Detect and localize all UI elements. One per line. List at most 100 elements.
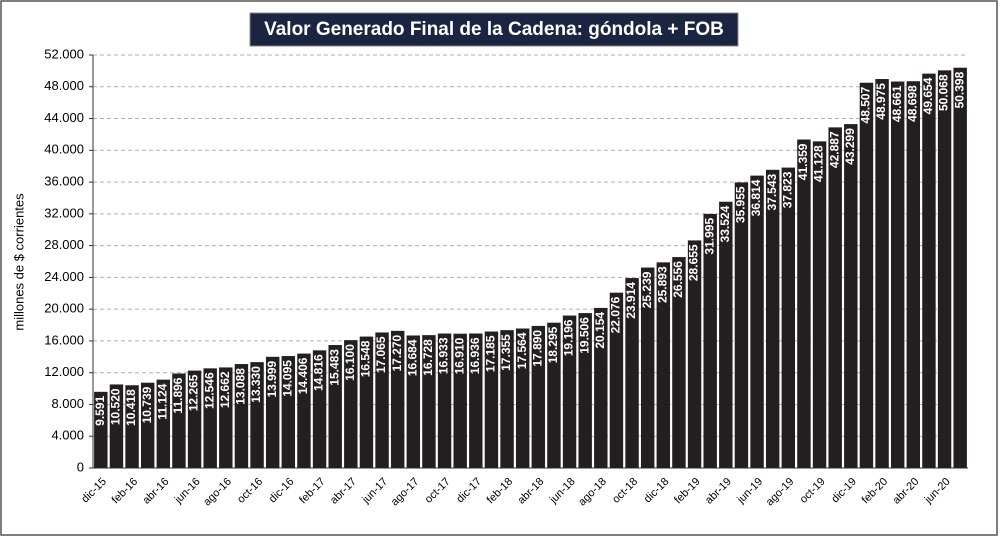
bar <box>672 257 686 468</box>
value-label: 42.887 <box>827 131 841 168</box>
y-tick-label: 16.000 <box>44 332 84 347</box>
bar <box>359 336 374 468</box>
bar <box>422 335 436 468</box>
value-label: 14.406 <box>296 357 310 394</box>
bar <box>937 70 952 468</box>
value-label: 35.955 <box>734 186 748 223</box>
value-label: 9.591 <box>93 396 107 426</box>
bar <box>281 356 296 468</box>
value-label: 13.999 <box>265 360 279 397</box>
bar <box>562 315 577 468</box>
y-tick-label: 20.000 <box>44 301 84 316</box>
value-label: 25.239 <box>640 271 654 308</box>
value-label: 12.265 <box>187 374 201 411</box>
value-label: 28.655 <box>687 244 701 281</box>
y-tick-label: 8.000 <box>51 396 84 411</box>
value-label: 49.654 <box>921 77 935 114</box>
value-label: 20.154 <box>593 312 607 349</box>
bar <box>750 175 764 468</box>
value-label: 19.506 <box>577 317 591 354</box>
bar <box>953 67 967 469</box>
value-label: 19.196 <box>562 319 576 356</box>
bar <box>500 330 514 468</box>
value-label: 41.359 <box>796 143 810 180</box>
bar <box>344 340 358 468</box>
value-label: 16.936 <box>468 337 482 374</box>
bar <box>312 350 327 468</box>
value-label: 12.662 <box>218 371 232 408</box>
bar <box>797 139 811 468</box>
bar <box>812 141 827 469</box>
bar <box>375 332 389 468</box>
bar <box>828 127 842 469</box>
bar <box>469 333 483 468</box>
value-label: 17.065 <box>374 336 388 373</box>
value-label: 12.546 <box>202 372 216 409</box>
value-label: 48.661 <box>890 85 904 122</box>
bar <box>406 335 421 468</box>
value-label: 43.299 <box>843 128 857 165</box>
value-label: 10.418 <box>124 389 138 426</box>
bar <box>875 79 889 468</box>
y-tick-label: 24.000 <box>44 269 84 284</box>
bar <box>844 124 858 468</box>
bar <box>156 379 171 468</box>
value-label: 17.564 <box>515 332 529 369</box>
bar <box>594 307 608 468</box>
value-label: 10.739 <box>140 386 154 423</box>
value-label: 14.816 <box>312 354 326 391</box>
bar <box>890 81 905 469</box>
bar <box>781 167 796 469</box>
bar <box>109 384 124 468</box>
y-tick-label: 12.000 <box>44 364 84 379</box>
value-label: 16.100 <box>343 344 357 381</box>
y-tick-label: 52.000 <box>44 46 84 61</box>
bar <box>250 362 264 468</box>
bar <box>906 81 921 469</box>
bar <box>609 292 624 468</box>
title-box <box>249 12 739 47</box>
value-label: 50.398 <box>952 71 966 108</box>
bar <box>453 333 467 468</box>
value-label: 36.814 <box>749 179 763 216</box>
bar <box>547 322 561 468</box>
value-label: 16.910 <box>452 337 466 374</box>
bar <box>703 213 717 468</box>
bar <box>765 169 780 468</box>
value-label: 13.330 <box>249 366 263 403</box>
bar <box>172 373 186 468</box>
value-label: 17.355 <box>499 334 513 371</box>
value-label: 17.890 <box>530 330 544 367</box>
value-label: 17.270 <box>390 335 404 372</box>
y-tick-label: 32.000 <box>44 205 84 220</box>
value-label: 16.684 <box>405 339 419 376</box>
bar <box>328 345 342 468</box>
chart-title: Valor Generado Final de la Cadena: góndo… <box>264 19 724 40</box>
value-label: 17.185 <box>484 335 498 372</box>
bar <box>203 368 217 468</box>
bar <box>922 73 936 468</box>
value-label: 16.728 <box>421 339 435 376</box>
y-tick-label: 28.000 <box>44 237 84 252</box>
bar <box>265 356 280 468</box>
bar <box>656 262 671 468</box>
value-label: 16.548 <box>359 340 373 377</box>
y-axis-label: millones de $ corrientes <box>11 193 26 331</box>
value-label: 37.543 <box>765 173 779 210</box>
bar <box>531 325 546 468</box>
value-label: 25.893 <box>655 266 669 303</box>
y-tick-label: 48.000 <box>44 78 84 93</box>
value-label: 16.933 <box>437 337 451 374</box>
value-label: 41.128 <box>812 145 826 182</box>
bar <box>484 331 499 468</box>
bar <box>297 353 311 468</box>
bar <box>625 278 639 468</box>
y-tick-label: 40.000 <box>44 142 84 157</box>
value-label: 26.556 <box>671 261 685 298</box>
value-label: 37.823 <box>780 171 794 208</box>
value-label: 23.914 <box>624 282 638 319</box>
value-label: 11.896 <box>171 377 185 413</box>
value-label: 14.095 <box>280 360 294 397</box>
value-label: 15.483 <box>327 349 341 386</box>
